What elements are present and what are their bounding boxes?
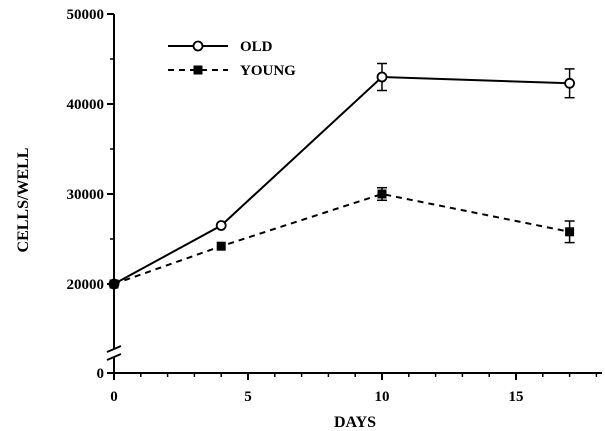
data-point [377,189,387,199]
y-tick-label: 20000 [67,277,105,293]
x-tick-label: 0 [110,389,118,405]
data-point [109,279,119,289]
series-young [109,186,575,289]
x-tick-label: 15 [509,389,524,405]
x-tick-label: 10 [375,389,390,405]
y-tick-label: 30000 [67,187,105,203]
y-tick-label: 0 [97,366,105,382]
legend-label-old: OLD [240,39,273,55]
legend-label-young: YOUNG [240,63,296,79]
axes [106,14,602,374]
data-point [564,77,575,89]
x-tick-label: 5 [244,389,252,405]
x-axis-title: DAYS [334,414,376,431]
y-tick-label: 40000 [67,97,105,113]
legend-marker-old [192,40,204,52]
series-old [108,62,575,290]
data-point [565,227,575,237]
y-axis-title: CELLS/WELL [15,148,32,253]
series-line [113,75,570,285]
y-axis-break-mark-1 [106,345,122,353]
y-axis-break-mark-2 [106,353,122,361]
legend-marker-young [193,65,203,75]
data-point [215,220,227,231]
series-line [113,192,570,285]
y-tick-label: 50000 [67,7,105,23]
series-layer [108,62,575,290]
data-point [216,241,226,251]
legend: OLD YOUNG [168,39,296,79]
ticks: 0 20000 30000 40000 50000 0 5 10 15 [67,7,598,405]
data-point [376,71,388,83]
